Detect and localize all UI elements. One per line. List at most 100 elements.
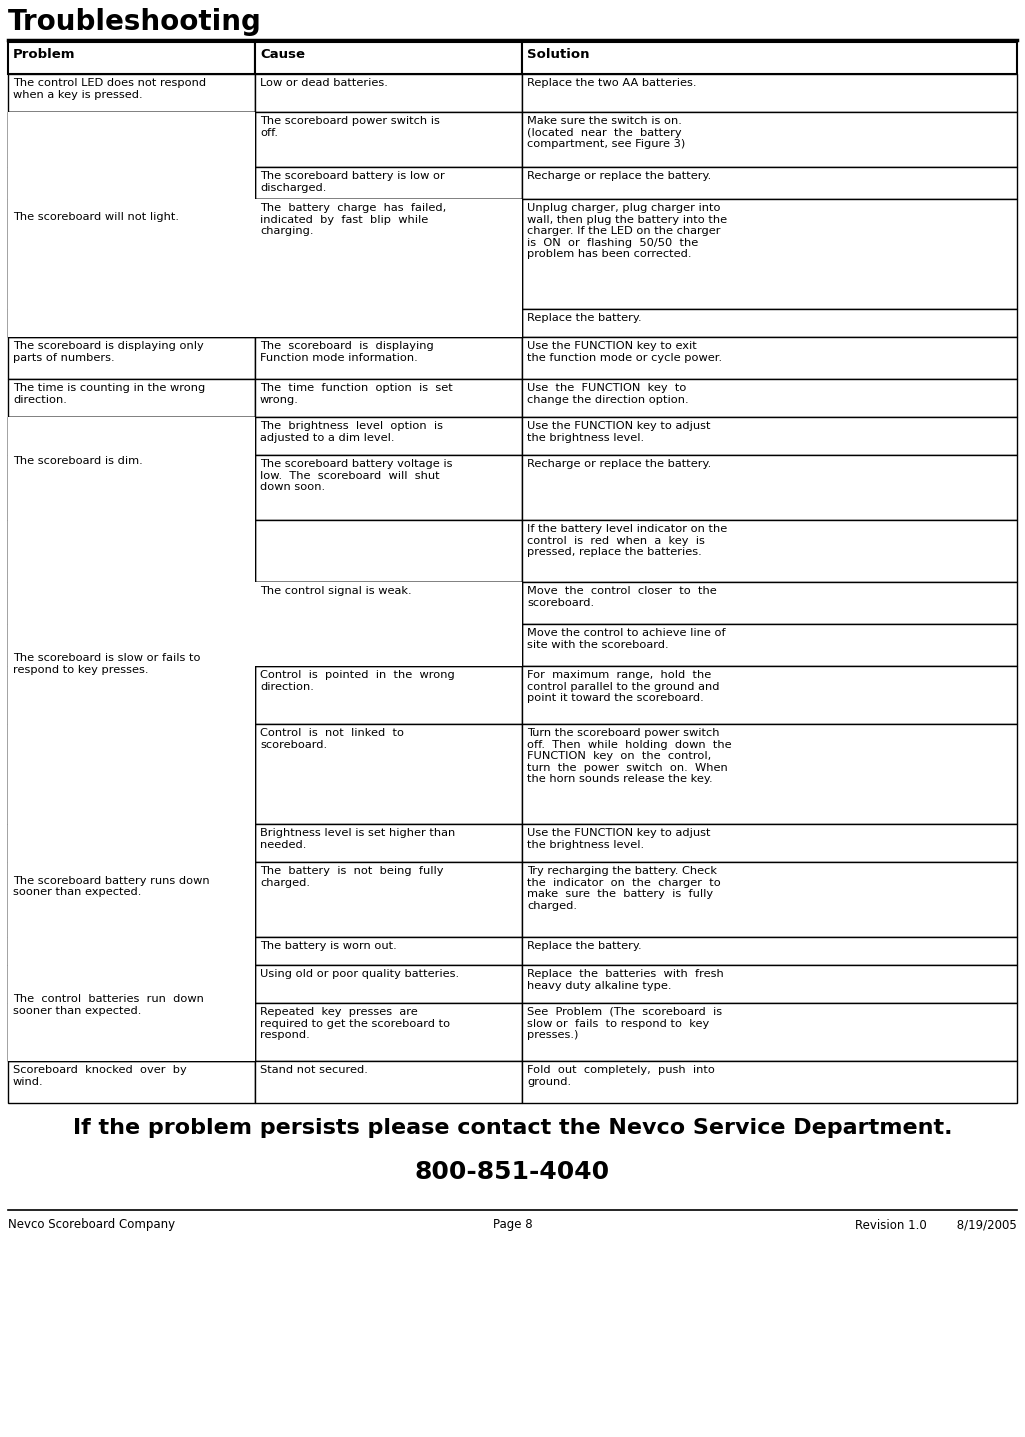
Text: For  maximum  range,  hold  the
control parallel to the ground and
point it towa: For maximum range, hold the control para… <box>527 670 720 703</box>
Bar <box>8 966 255 1003</box>
Bar <box>8 520 255 823</box>
Text: The time is counting in the wrong
direction.: The time is counting in the wrong direct… <box>13 384 205 405</box>
Text: The control signal is weak.: The control signal is weak. <box>260 586 412 596</box>
Text: Nevco Scoreboard Company: Nevco Scoreboard Company <box>8 1219 175 1232</box>
Text: Fold  out  completely,  push  into
ground.: Fold out completely, push into ground. <box>527 1065 714 1086</box>
Bar <box>255 42 522 73</box>
Bar <box>255 665 522 724</box>
Bar <box>255 198 522 309</box>
Bar <box>8 862 255 937</box>
Text: The  control  batteries  run  down
sooner than expected.: The control batteries run down sooner th… <box>13 994 204 1016</box>
Bar <box>8 112 255 338</box>
Text: Replace the battery.: Replace the battery. <box>527 313 642 323</box>
Text: Brightness level is set higher than
needed.: Brightness level is set higher than need… <box>260 828 455 849</box>
Bar <box>255 338 522 379</box>
Bar <box>522 665 1017 724</box>
Text: Low or dead batteries.: Low or dead batteries. <box>260 78 387 88</box>
Text: Make sure the switch is on.
(located  near  the  battery
compartment, see Figure: Make sure the switch is on. (located nea… <box>527 116 686 149</box>
Text: The scoreboard battery voltage is
low.  The  scoreboard  will  shut
down soon.: The scoreboard battery voltage is low. T… <box>260 458 452 493</box>
Text: Using old or poor quality batteries.: Using old or poor quality batteries. <box>260 969 459 979</box>
Bar <box>522 73 1017 112</box>
Text: The battery is worn out.: The battery is worn out. <box>260 941 397 951</box>
Text: Use the FUNCTION key to exit
the function mode or cycle power.: Use the FUNCTION key to exit the functio… <box>527 341 723 362</box>
Text: The  battery  charge  has  failed,
indicated  by  fast  blip  while
charging.: The battery charge has failed, indicated… <box>260 203 446 236</box>
Bar <box>522 520 1017 582</box>
Text: Revision 1.0        8/19/2005: Revision 1.0 8/19/2005 <box>855 1219 1017 1232</box>
Bar <box>8 73 255 112</box>
Bar <box>255 823 522 862</box>
Bar <box>8 966 255 1061</box>
Bar <box>255 309 522 338</box>
Bar <box>8 198 255 309</box>
Text: The scoreboard is dim.: The scoreboard is dim. <box>13 456 142 466</box>
Bar <box>8 112 255 167</box>
Text: Scoreboard  knocked  over  by
wind.: Scoreboard knocked over by wind. <box>13 1065 187 1086</box>
Bar <box>522 937 1017 966</box>
Bar <box>522 1061 1017 1104</box>
Bar <box>8 417 255 456</box>
Bar <box>255 167 522 198</box>
Bar <box>8 167 255 198</box>
Bar <box>8 309 255 338</box>
Bar <box>8 966 255 1061</box>
Bar <box>522 582 1017 624</box>
Bar <box>255 582 522 665</box>
Text: The control LED does not respond
when a key is pressed.: The control LED does not respond when a … <box>13 78 206 99</box>
Bar <box>522 167 1017 198</box>
Bar <box>255 198 522 338</box>
Text: Recharge or replace the battery.: Recharge or replace the battery. <box>527 171 711 181</box>
Bar <box>255 198 522 338</box>
Bar <box>522 456 1017 520</box>
Text: If the battery level indicator on the
control  is  red  when  a  key  is
pressed: If the battery level indicator on the co… <box>527 525 728 558</box>
Bar <box>8 724 255 823</box>
Bar <box>8 1003 255 1061</box>
Text: Control  is  pointed  in  the  wrong
direction.: Control is pointed in the wrong directio… <box>260 670 455 691</box>
Bar <box>522 966 1017 1003</box>
Bar <box>255 112 522 167</box>
Bar <box>8 520 255 582</box>
Bar <box>522 309 1017 338</box>
Text: The  battery  is  not  being  fully
charged.: The battery is not being fully charged. <box>260 867 444 888</box>
Bar <box>255 520 522 582</box>
Text: Try recharging the battery. Check
the  indicator  on  the  charger  to
make  sur: Try recharging the battery. Check the in… <box>527 867 721 911</box>
Text: Troubleshooting: Troubleshooting <box>8 9 261 36</box>
Bar <box>8 665 255 724</box>
Text: The  brightness  level  option  is
adjusted to a dim level.: The brightness level option is adjusted … <box>260 421 443 443</box>
Text: Solution: Solution <box>527 47 589 60</box>
Text: See  Problem  (The  scoreboard  is
slow or  fails  to respond to  key
presses.): See Problem (The scoreboard is slow or f… <box>527 1007 723 1040</box>
Bar <box>522 724 1017 823</box>
Bar <box>8 520 255 823</box>
Text: The scoreboard battery runs down
sooner than expected.: The scoreboard battery runs down sooner … <box>13 875 210 897</box>
Text: The scoreboard battery is low or
discharged.: The scoreboard battery is low or dischar… <box>260 171 445 193</box>
Bar <box>255 379 522 417</box>
Bar <box>522 198 1017 309</box>
Bar <box>8 582 255 624</box>
Bar <box>8 823 255 862</box>
Bar <box>8 823 255 966</box>
Bar <box>8 417 255 520</box>
Bar <box>255 724 522 823</box>
Text: Use the FUNCTION key to adjust
the brightness level.: Use the FUNCTION key to adjust the brigh… <box>527 828 710 849</box>
Bar <box>255 937 522 966</box>
Bar <box>8 417 255 520</box>
Bar <box>8 379 255 417</box>
Bar <box>8 624 255 665</box>
Text: The scoreboard is displaying only
parts of numbers.: The scoreboard is displaying only parts … <box>13 341 204 362</box>
Text: The  scoreboard  is  displaying
Function mode information.: The scoreboard is displaying Function mo… <box>260 341 434 362</box>
Text: Replace  the  batteries  with  fresh
heavy duty alkaline type.: Replace the batteries with fresh heavy d… <box>527 969 724 990</box>
Bar <box>8 1061 255 1104</box>
Bar <box>8 823 255 966</box>
Text: Replace the two AA batteries.: Replace the two AA batteries. <box>527 78 697 88</box>
Bar <box>522 42 1017 73</box>
Bar <box>8 937 255 966</box>
Text: If the problem persists please contact the Nevco Service Department.: If the problem persists please contact t… <box>73 1118 952 1138</box>
Text: The scoreboard power switch is
off.: The scoreboard power switch is off. <box>260 116 440 138</box>
Bar <box>522 112 1017 167</box>
Text: Stand not secured.: Stand not secured. <box>260 1065 368 1075</box>
Text: Replace the battery.: Replace the battery. <box>527 941 642 951</box>
Bar <box>8 338 255 379</box>
Bar <box>522 338 1017 379</box>
Text: Turn the scoreboard power switch
off.  Then  while  holding  down  the
FUNCTION : Turn the scoreboard power switch off. Th… <box>527 729 732 785</box>
Bar <box>8 456 255 520</box>
Bar <box>255 73 522 112</box>
